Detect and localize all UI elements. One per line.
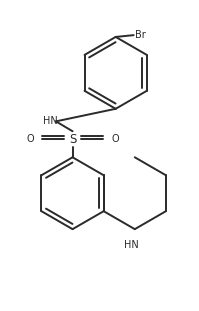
Text: HN: HN bbox=[43, 116, 58, 126]
Text: S: S bbox=[69, 133, 76, 146]
Text: O: O bbox=[26, 134, 34, 144]
Text: O: O bbox=[111, 134, 119, 144]
Text: HN: HN bbox=[124, 240, 139, 250]
Text: Br: Br bbox=[135, 30, 145, 40]
